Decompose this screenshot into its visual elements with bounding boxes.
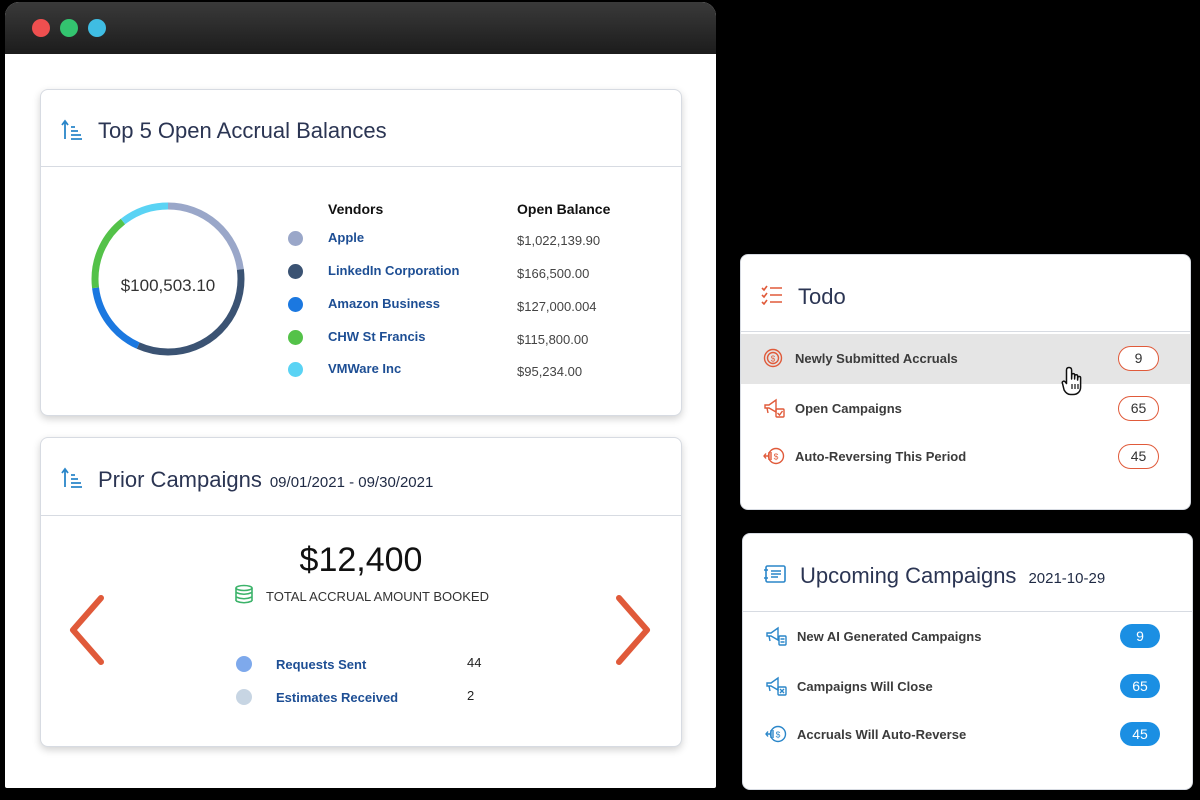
- todo-item-label: Newly Submitted Accruals: [795, 351, 958, 366]
- total-amount: $12,400: [299, 541, 423, 579]
- maximize-window-button[interactable]: [88, 19, 106, 37]
- vendor-link[interactable]: Amazon Business: [328, 296, 440, 311]
- count-badge: 9: [1118, 346, 1159, 371]
- legend-dot: [288, 297, 303, 312]
- todo-item-label: Open Campaigns: [795, 401, 902, 416]
- close-window-button[interactable]: [32, 19, 50, 37]
- megaphone-check-icon: [764, 398, 785, 418]
- chevron-left-icon[interactable]: [67, 594, 107, 666]
- upcoming-item-label: Accruals Will Auto-Reverse: [797, 727, 967, 742]
- chevron-right-icon[interactable]: [613, 594, 653, 666]
- hand-pointer-icon: [1061, 366, 1082, 396]
- upcoming-item[interactable]: $ Accruals Will Auto-Reverse 45: [743, 710, 1192, 760]
- vendor-row: VMWare Inc $95,234.00: [41, 360, 681, 380]
- minimize-window-button[interactable]: [60, 19, 78, 37]
- upcoming-date: 2021-10-29: [1028, 570, 1106, 587]
- card-header: Top 5 Open Accrual Balances: [41, 90, 681, 167]
- upcoming-item-label: Campaigns Will Close: [797, 679, 933, 694]
- legend-dot: [288, 362, 303, 377]
- window-titlebar: [5, 2, 716, 54]
- date-range: 09/01/2021 - 09/30/2021: [269, 474, 434, 491]
- upcoming-item[interactable]: Campaigns Will Close 65: [743, 662, 1192, 712]
- vendor-balance: $115,800.00: [517, 332, 589, 347]
- count-badge: 9: [1120, 624, 1160, 648]
- svg-text:$: $: [776, 730, 781, 740]
- legend-dot: [288, 330, 303, 345]
- card-header: Todo: [741, 255, 1190, 332]
- vendor-link[interactable]: VMWare Inc: [328, 361, 402, 376]
- vendor-balance: $95,234.00: [517, 364, 583, 379]
- open-balance-column-header: Open Balance: [517, 201, 611, 217]
- count-badge: 65: [1120, 674, 1160, 698]
- todo-item[interactable]: $ Newly Submitted Accruals 9: [741, 334, 1190, 384]
- megaphone-doc-icon: [766, 626, 787, 646]
- count-badge: 45: [1120, 722, 1160, 746]
- card-header: Prior Campaigns 09/01/2021 - 09/30/2021: [41, 438, 681, 516]
- stat-value: 2: [467, 688, 475, 703]
- donut-center-value: $100,503.10: [120, 276, 216, 295]
- count-badge: 45: [1118, 444, 1159, 469]
- vendor-link[interactable]: LinkedIn Corporation: [328, 263, 460, 278]
- sort-ascending-icon: [61, 119, 82, 140]
- sort-ascending-icon: [61, 467, 82, 488]
- todo-item[interactable]: $ Auto-Reversing This Period 45: [741, 432, 1190, 482]
- count-badge: 65: [1118, 396, 1159, 421]
- stat-value: 44: [467, 655, 482, 670]
- prior-campaigns-title: Prior Campaigns: [98, 467, 262, 492]
- legend-dot: [288, 264, 303, 279]
- upcoming-campaigns-title: Upcoming Campaigns: [800, 563, 1017, 588]
- donut-segment-vmware: [91, 202, 245, 356]
- legend-dot: [288, 231, 303, 246]
- vendor-row: Apple $1,022,139.90: [41, 229, 681, 249]
- vendor-balance: $166,500.00: [517, 266, 590, 281]
- top-accrual-balances-card: Top 5 Open Accrual Balances $100,503.10 …: [40, 89, 682, 416]
- vendor-balance: $1,022,139.90: [517, 233, 601, 248]
- prior-campaigns-card: Prior Campaigns 09/01/2021 - 09/30/2021 $…: [40, 437, 682, 747]
- card-title: Top 5 Open Accrual Balances: [98, 118, 387, 143]
- svg-text:$: $: [774, 452, 779, 462]
- upcoming-campaigns-card: Upcoming Campaigns 2021-10-29 New AI Gene…: [742, 533, 1193, 790]
- vendor-row: CHW St Francis $115,800.00: [41, 328, 681, 348]
- reverse-dollar-icon: $: [763, 447, 785, 465]
- calendar-list-icon: [764, 565, 786, 583]
- svg-text:$: $: [771, 355, 776, 364]
- megaphone-close-icon: [766, 676, 787, 696]
- todo-item-label: Auto-Reversing This Period: [795, 449, 967, 464]
- card-header: Upcoming Campaigns 2021-10-29: [743, 534, 1192, 612]
- stat-label[interactable]: Estimates Received: [276, 690, 399, 705]
- vendor-link[interactable]: Apple: [328, 230, 365, 245]
- checklist-icon: [761, 285, 782, 305]
- card-title: Todo: [798, 284, 846, 309]
- card-title: Prior Campaigns 09/01/2021 - 09/30/2021: [98, 467, 433, 493]
- coin-stack-icon: [235, 584, 253, 604]
- vendor-balance: $127,000.004: [517, 299, 597, 314]
- vendors-column-header: Vendors: [328, 201, 384, 217]
- legend-dot: [236, 689, 252, 705]
- total-amount-label: TOTAL ACCRUAL AMOUNT BOOKED: [266, 589, 489, 604]
- target-dollar-icon: $: [763, 348, 783, 368]
- todo-card: Todo $ Newly Submitted Accruals 9 Open C…: [740, 254, 1191, 510]
- upcoming-item[interactable]: New AI Generated Campaigns 9: [743, 612, 1192, 662]
- balance-donut-chart: [91, 202, 245, 356]
- reverse-dollar-icon: $: [765, 725, 787, 743]
- stat-label[interactable]: Requests Sent: [276, 657, 367, 672]
- legend-dot: [236, 656, 252, 672]
- card-title: Upcoming Campaigns 2021-10-29: [800, 563, 1105, 589]
- vendor-row: Amazon Business $127,000.004: [41, 295, 681, 315]
- todo-item[interactable]: Open Campaigns 65: [741, 384, 1190, 434]
- vendor-row: LinkedIn Corporation $166,500.00: [41, 262, 681, 282]
- vendor-link[interactable]: CHW St Francis: [328, 329, 426, 344]
- donut-segment-linkedin: [91, 202, 245, 356]
- upcoming-item-label: New AI Generated Campaigns: [797, 629, 982, 644]
- donut-segment-chw: [91, 202, 245, 356]
